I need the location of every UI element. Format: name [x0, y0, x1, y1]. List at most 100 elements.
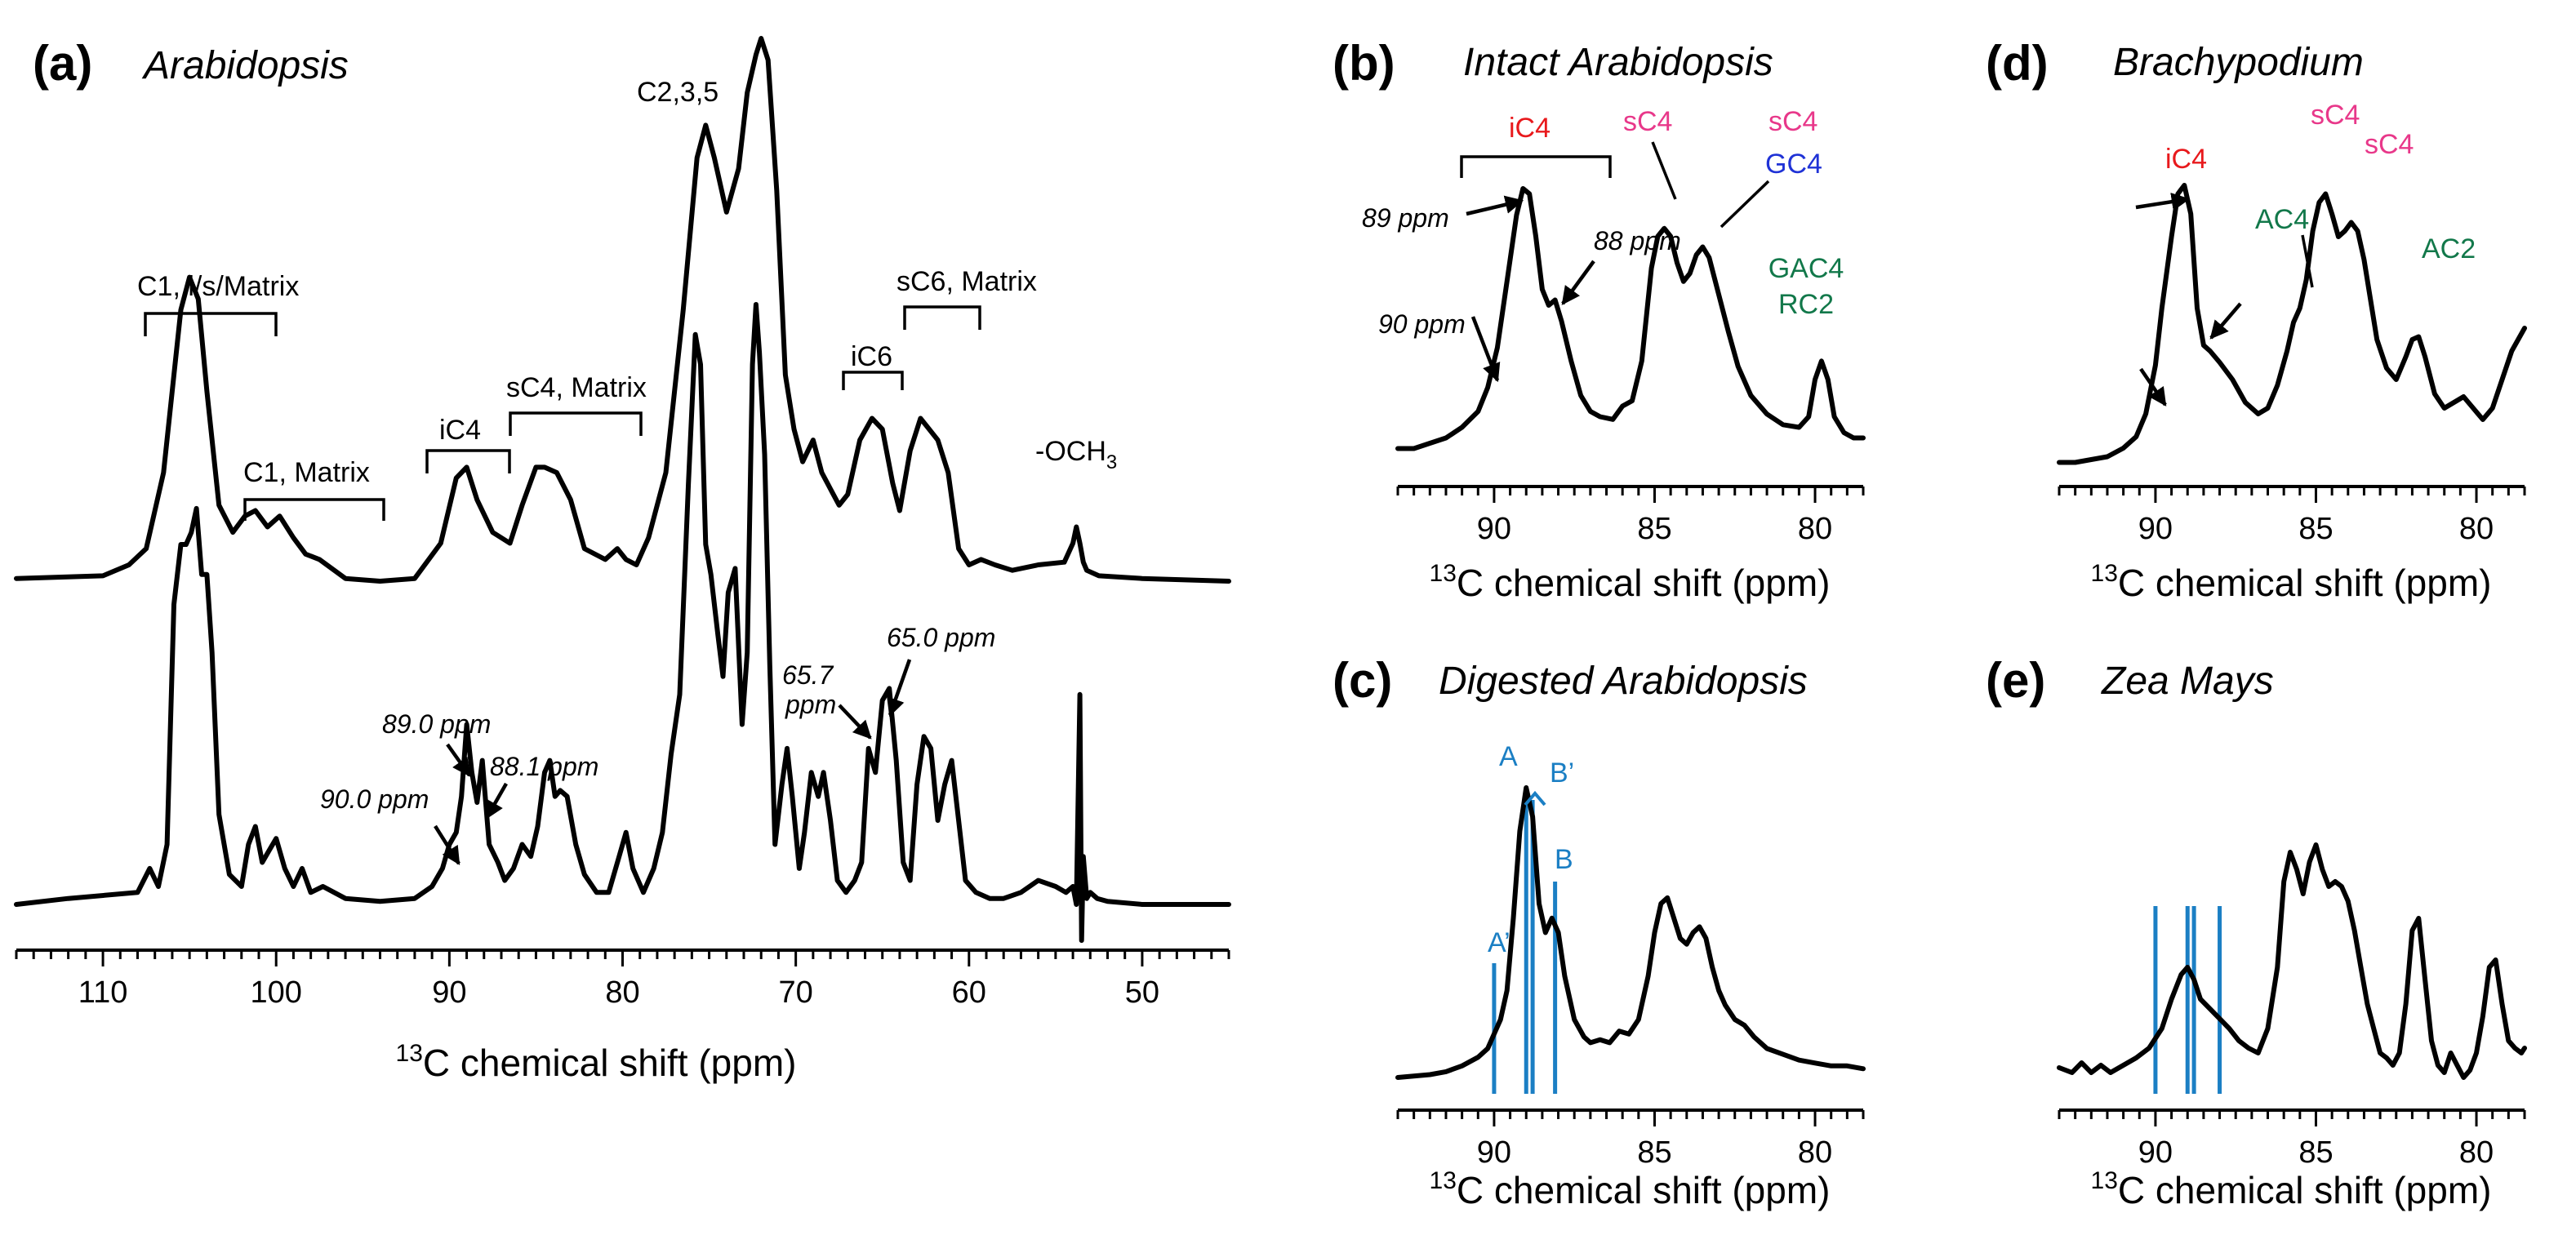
panel-b-label: (b) [1332, 36, 1395, 91]
panel-a-tick-label: 110 [78, 975, 128, 1010]
panel-d-title: Brachypodium [2113, 41, 2364, 84]
panel-b: (b) Intact Arabidopsis 90 85 80 13C chemic… [1332, 36, 1866, 604]
panel-a-upper-annotations: C1, i/s/Matrix C1, Matrix iC4 sC4, Matri… [137, 77, 1117, 521]
ann-d-ac2: AC2 [2422, 233, 2476, 264]
panel-d-xlabel-pre: C [2118, 562, 2145, 604]
panel-a-xlabel: 13C chemical shift (ppm) [396, 1040, 797, 1084]
panel-e: (e) Zea Mays 90 85 80 13C chemical shift (… [1986, 653, 2527, 1211]
ann-sc4-matrix: sC4, Matrix [506, 372, 647, 403]
panel-d-tick-label: 80 [2459, 512, 2494, 546]
bracket-c1-all [144, 312, 278, 336]
panel-b-plot [1395, 186, 1866, 451]
ann-d-ic4: iC4 [2165, 144, 2207, 175]
panel-c: (c) Digested Arabidopsis 90 85 80 13C chem… [1332, 653, 1866, 1211]
panel-a-x-axis: 110 100 90 80 70 60 50 [15, 949, 1230, 1010]
panel-c-tick-label: 85 [1637, 1135, 1671, 1170]
ann-650ppm: 65.0 ppm [887, 623, 995, 652]
ann-b-ic4: iC4 [1509, 113, 1550, 144]
bracket-ic4 [425, 449, 511, 473]
panel-d-xlabel-text: chemical shift (ppm) [2156, 562, 2492, 604]
ann-ic4: iC4 [439, 415, 481, 446]
panel-e-markers [2153, 906, 2222, 1094]
arrow-b-89ppm [1466, 195, 1524, 216]
panel-a: (a) Arabidopsis 110 100 90 80 70 60 50 13C che… [14, 36, 1231, 1084]
ann-890ppm: 89.0 ppm [382, 709, 491, 739]
panel-a-tick-label: 60 [952, 975, 986, 1010]
panel-d-xlabel-sup: 13 [2091, 560, 2118, 587]
panel-a-plot [14, 36, 1231, 944]
panel-b-xlabel-text: chemical shift (ppm) [1494, 562, 1831, 604]
arrow-d-onset [2139, 367, 2167, 407]
panel-a-spectrum-1 [14, 36, 1231, 584]
panel-b-xlabel-pre: C [1457, 562, 1484, 604]
panel-a-xlabel-pre: C [423, 1042, 450, 1084]
arrow-b-90ppm [1470, 316, 1501, 383]
panel-c-spectrum-1 [1395, 785, 1866, 1080]
ann-b-gac4: GAC4 [1768, 253, 1844, 284]
ann-b-gc4: GC4 [1765, 149, 1822, 180]
panel-d-x-axis: 90 85 80 [2058, 485, 2526, 546]
ann-b-88ppm: 88 ppm [1594, 226, 1681, 255]
panel-d-spectrum-1 [2057, 183, 2527, 465]
arrow-890ppm [446, 743, 471, 777]
panel-e-plot [2057, 842, 2527, 1080]
ann-d-sc4-right: sC4 [2365, 129, 2414, 160]
panel-b-xlabel: 13C chemical shift (ppm) [1430, 560, 1831, 604]
panel-e-xlabel-pre: C [2118, 1169, 2145, 1211]
arrow-d-shoulder [2209, 302, 2242, 340]
bracket-sc4-matrix [509, 411, 643, 436]
ann-657ppm-a: 65.7 [782, 660, 834, 690]
panel-c-label: (c) [1332, 653, 1392, 708]
panel-a-title: Arabidopsis [141, 44, 349, 87]
panel-c-tick-label: 90 [1477, 1135, 1511, 1170]
ann-ic6: iC6 [851, 341, 892, 372]
ann-b-89ppm: 89 ppm [1362, 203, 1449, 233]
panel-a-lower-annotations: 90.0 ppm 89.0 ppm 88.1 ppm 65.7 ppm 65.0… [320, 623, 995, 865]
arrow-881ppm [485, 782, 508, 820]
arrow-d-ic4 [2135, 193, 2191, 211]
panel-d: (d) Brachypodium 90 85 80 13C chemical shi… [1986, 36, 2527, 604]
panel-e-x-axis: 90 85 80 [2058, 1108, 2526, 1170]
panel-b-x-axis: 90 85 80 [1396, 485, 1865, 546]
ann-c-Ap: A’ [1488, 927, 1510, 958]
leader-d-ac4 [2301, 234, 2314, 288]
arrow-657ppm [838, 704, 872, 740]
panel-c-plot [1395, 785, 1866, 1080]
panel-b-spectrum-1 [1395, 186, 1866, 451]
panel-e-label: (e) [1986, 653, 2045, 708]
panel-a-xlabel-text: chemical shift (ppm) [460, 1042, 797, 1084]
panel-c-tick-label: 80 [1798, 1135, 1832, 1170]
panel-c-x-axis: 90 85 80 [1396, 1108, 1865, 1170]
bracket-ic6 [842, 371, 904, 390]
arrow-900ppm [434, 824, 460, 865]
ann-d-sc4-left: sC4 [2311, 100, 2360, 131]
ann-c1-matrix: C1, Matrix [243, 457, 370, 488]
ann-657ppm-b: ppm [785, 690, 836, 719]
panel-a-tick-label: 100 [251, 975, 302, 1010]
arrow-b-88ppm [1561, 260, 1595, 305]
panel-b-tick-label: 90 [1477, 512, 1511, 546]
panel-b-title: Intact Arabidopsis [1463, 41, 1773, 84]
ann-b-sc4-left: sC4 [1623, 106, 1672, 137]
ann-881ppm: 88.1 ppm [490, 752, 598, 781]
panel-d-tick-label: 90 [2138, 512, 2173, 546]
panel-a-tick-label: 80 [605, 975, 639, 1010]
bracket-b-ic4 [1460, 155, 1612, 178]
arrow-650ppm [887, 659, 912, 718]
panel-d-tick-label: 85 [2298, 512, 2333, 546]
panel-e-tick-label: 80 [2459, 1135, 2494, 1170]
panel-c-xlabel-sup: 13 [1430, 1167, 1457, 1194]
ann-b-90ppm: 90 ppm [1378, 309, 1466, 339]
panel-c-xlabel-text: chemical shift (ppm) [1494, 1169, 1831, 1211]
panel-c-xlabel-pre: C [1457, 1169, 1484, 1211]
ann-och3-sub: 3 [1106, 451, 1117, 473]
ann-och3-text: -OCH [1035, 436, 1106, 467]
panel-a-label: (a) [33, 36, 92, 91]
panel-d-plot [2057, 183, 2527, 465]
panel-d-label: (d) [1986, 36, 2049, 91]
panel-a-xlabel-sup: 13 [396, 1040, 423, 1067]
leader-b-sc4-left [1651, 141, 1677, 200]
panel-c-title: Digested Arabidopsis [1439, 660, 1808, 703]
panel-e-title: Zea Mays [2101, 660, 2274, 703]
